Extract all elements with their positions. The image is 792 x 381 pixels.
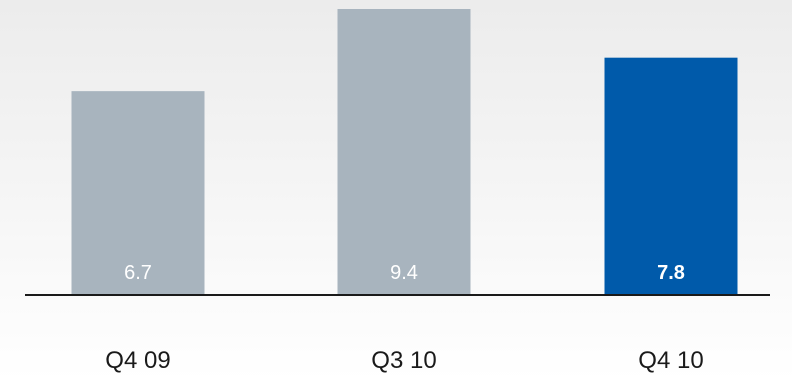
category-label: Q3 10 — [371, 347, 436, 374]
bars-group — [71, 9, 738, 296]
bar-q4-10 — [604, 57, 738, 296]
value-label: 7.8 — [657, 262, 685, 284]
value-label: 9.4 — [390, 262, 418, 284]
category-label: Q4 10 — [638, 347, 703, 374]
value-labels-group: 6.7 9.4 7.8 — [124, 262, 685, 284]
bar-q3-10 — [337, 9, 471, 295]
category-labels-group: Q4 09 Q3 10 Q4 10 — [105, 347, 703, 374]
category-label: Q4 09 — [105, 347, 170, 374]
bar-q4-09 — [71, 91, 205, 296]
value-label: 6.7 — [124, 262, 152, 284]
